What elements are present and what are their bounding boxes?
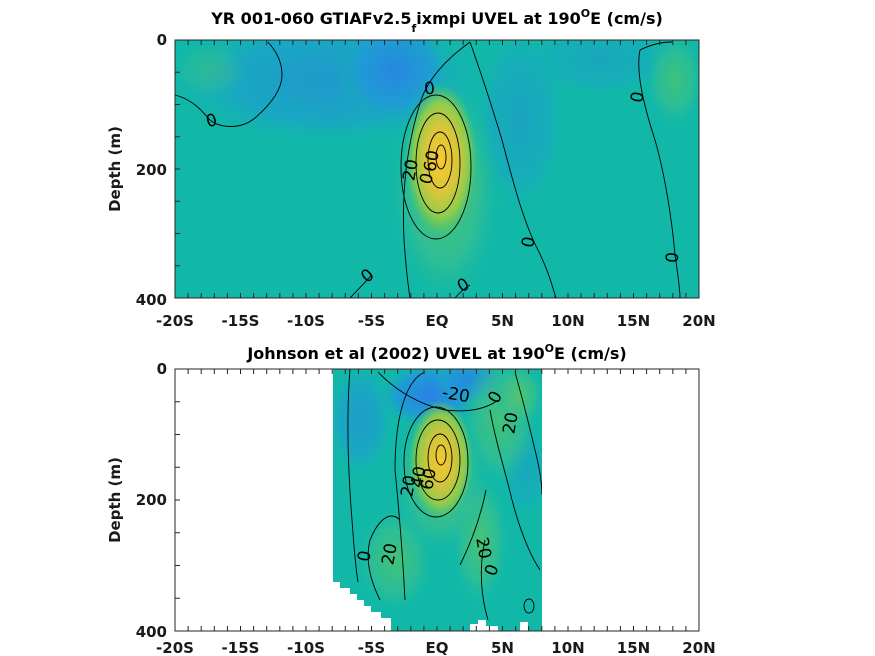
- x-tick-label: -5S: [358, 312, 385, 330]
- x-tick-label: 15N: [617, 639, 650, 656]
- panel-1-ticks: [174, 39, 700, 299]
- panel-1-title: YR 001-060 GTIAFv2.5fixmpi UVEL at 190OE…: [210, 7, 663, 35]
- contour-label: -20: [440, 383, 471, 408]
- panel-2-field: [333, 369, 542, 631]
- y-tick-label: 0: [157, 360, 167, 378]
- y-tick-label: 200: [136, 161, 167, 179]
- x-tick-label: 5N: [491, 639, 514, 656]
- x-tick-label: 10N: [551, 639, 584, 656]
- x-tick-label: -10S: [287, 639, 325, 656]
- panel-1-field: [175, 40, 699, 298]
- panel-2-ticks: [174, 368, 700, 632]
- panel-2-y-axis-label: Depth (m): [106, 457, 124, 543]
- contour-label: 0: [663, 251, 684, 264]
- x-tick-label: 20N: [682, 639, 715, 656]
- contour-label: 0: [423, 79, 436, 100]
- x-tick-label: -15S: [222, 312, 260, 330]
- panel-2-contour-labels: -20 20 20 40 60 20 0 20 0 0: [354, 383, 523, 579]
- contour-label: 60: [420, 149, 443, 174]
- y-tick-label: 400: [136, 623, 167, 641]
- contour-label: 0: [204, 110, 220, 132]
- x-tick-label: -15S: [222, 639, 260, 656]
- contour-label: 0: [518, 235, 540, 249]
- contour-label: 20: [471, 536, 494, 561]
- x-tick-label: -10S: [287, 312, 325, 330]
- x-tick-label: 10N: [551, 312, 584, 330]
- contour-label: 20: [499, 411, 522, 436]
- x-tick-label: -5S: [358, 639, 385, 656]
- x-tick-label: -20S: [156, 639, 194, 656]
- contour-label: 0: [354, 549, 376, 563]
- x-tick-label: 15N: [617, 312, 650, 330]
- contour-label: 20: [397, 474, 420, 499]
- x-tick-label: -20S: [156, 312, 194, 330]
- panel-1-contours: [174, 41, 681, 299]
- contour-label: 20: [378, 542, 401, 567]
- panel-2: Johnson et al (2002) UVEL at 190OE (cm/s…: [106, 342, 716, 656]
- y-tick-label: 0: [157, 31, 167, 49]
- y-tick-label: 400: [136, 291, 167, 309]
- contour-label: 0: [627, 90, 649, 104]
- contour-label: 0: [416, 171, 438, 187]
- x-tick-label: EQ: [426, 639, 449, 656]
- y-tick-label: 200: [136, 491, 167, 509]
- panel-1-y-axis-label: Depth (m): [106, 126, 124, 212]
- panel-2-title: Johnson et al (2002) UVEL at 190OE (cm/s…: [246, 342, 626, 363]
- panel-2-contours: [347, 369, 542, 621]
- contour-label: 20: [399, 158, 422, 183]
- x-tick-label: 5N: [491, 312, 514, 330]
- panel-1: YR 001-060 GTIAFv2.5fixmpi UVEL at 190OE…: [106, 7, 716, 330]
- contour-label: 60: [417, 467, 440, 492]
- contour-label: 40: [407, 465, 430, 490]
- x-tick-label: EQ: [426, 312, 449, 330]
- x-tick-label: 20N: [682, 312, 715, 330]
